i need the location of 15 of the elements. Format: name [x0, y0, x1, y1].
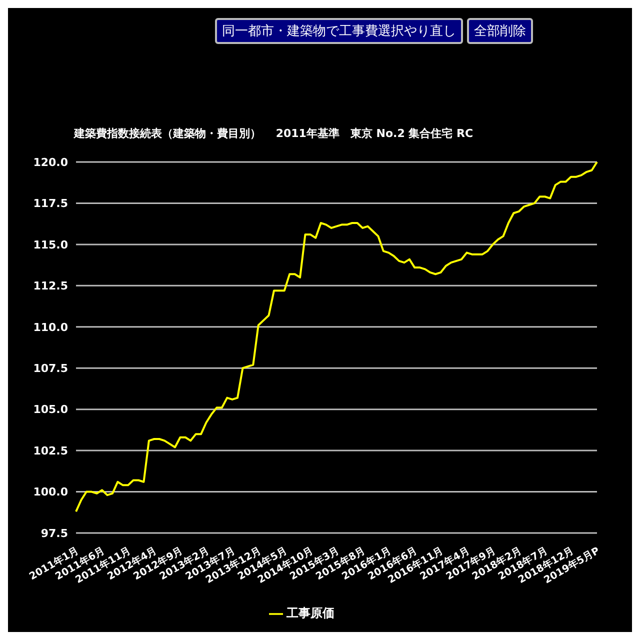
y-tick-label: 110.0	[33, 320, 68, 334]
y-tick-label: 107.5	[33, 362, 68, 376]
y-tick-label: 102.5	[33, 444, 68, 458]
y-tick-label: 112.5	[33, 280, 68, 293]
y-tick-label: 100.0	[33, 486, 68, 499]
y-tick-label: 117.5	[33, 197, 68, 210]
button: 同一都市・建築物で工事費選択やり直し	[215, 18, 463, 44]
y-tick-label: 97.5	[40, 526, 68, 540]
legend-label: 工事原価	[286, 606, 334, 620]
line-series	[75, 162, 598, 513]
y-tick-label: 115.0	[33, 238, 68, 252]
y-tick-label: 105.0	[33, 403, 68, 416]
y-tick-label: 120.0	[33, 156, 68, 169]
chart-title: 建築費指数接続表（建築物・費目別） 2011年基準 東京 No.2 集合住宅 RC	[74, 126, 474, 141]
button: 全部削除	[467, 18, 533, 44]
